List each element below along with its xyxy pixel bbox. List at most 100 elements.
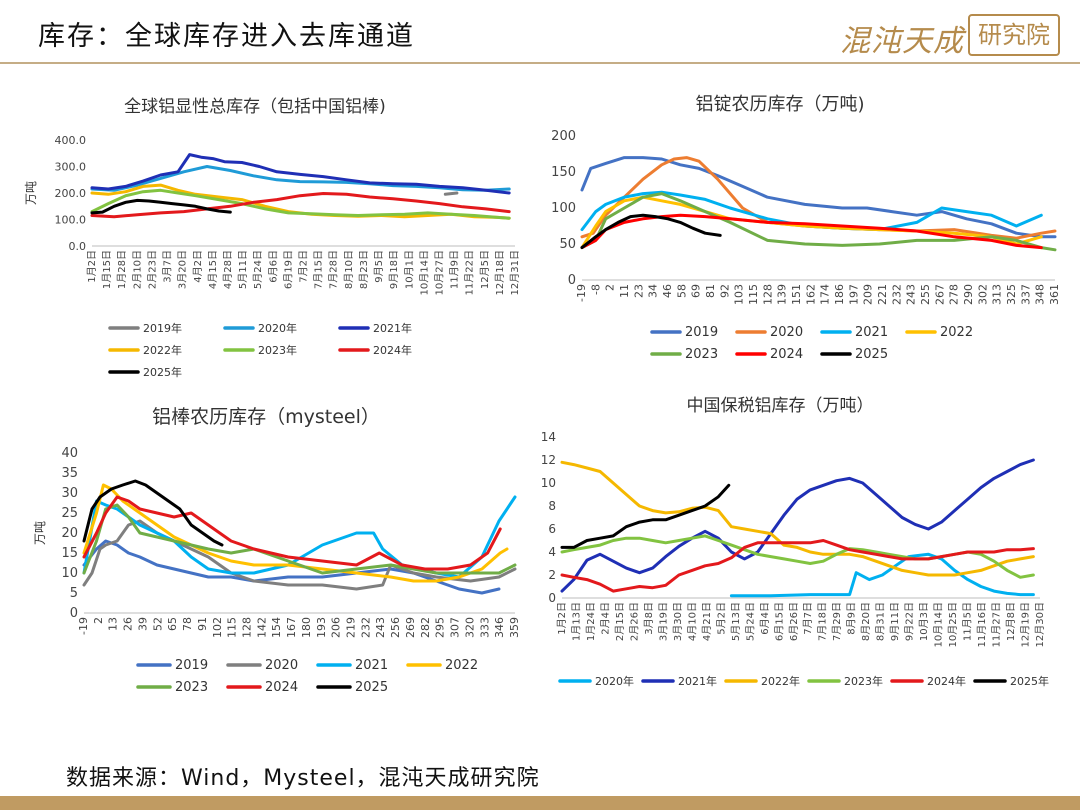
x-tick-label: 2 xyxy=(604,284,617,291)
x-tick-label: 255 xyxy=(919,284,932,305)
x-tick-label: 2月15日 xyxy=(614,602,626,641)
x-tick-label: 7月2日 xyxy=(298,250,310,283)
x-tick-label: 12月31日 xyxy=(509,250,521,295)
x-tick-label: 23 xyxy=(632,284,645,298)
y-tick-label: 4 xyxy=(548,545,556,559)
series-line-2024 xyxy=(560,539,1035,593)
x-tick-label: 78 xyxy=(181,617,194,631)
x-tick-label: 2月23日 xyxy=(146,250,158,289)
legend-label: 2019 xyxy=(175,658,208,673)
legend-label: 2020 xyxy=(770,325,803,340)
x-tick-label: 2月10日 xyxy=(131,250,143,289)
y-tick-label: 40 xyxy=(61,446,78,461)
series-line-2021 xyxy=(90,153,511,195)
x-tick-label: 256 xyxy=(389,617,402,638)
x-tick-label: 1月15日 xyxy=(101,250,113,289)
series-line-2025 xyxy=(580,213,722,250)
y-tick-label: 10 xyxy=(541,476,556,490)
x-tick-label: 58 xyxy=(675,284,688,298)
logo-wordmark: 混沌天成 xyxy=(840,24,964,59)
x-tick-label: 197 xyxy=(847,284,860,305)
legend-label: 2021 xyxy=(855,325,888,340)
x-tick-label: 167 xyxy=(285,617,298,638)
x-tick-label: 3月7日 xyxy=(162,250,174,283)
logo-seal-text: 研究院 xyxy=(978,21,1050,49)
x-tick-label: 348 xyxy=(1034,284,1047,305)
x-tick-label: -8 xyxy=(589,284,602,295)
x-tick-label: 361 xyxy=(1048,284,1061,305)
x-tick-label: 1月28日 xyxy=(116,250,128,289)
x-tick-label: 12月18日 xyxy=(494,250,506,295)
series-line-2025 xyxy=(82,479,224,547)
x-tick-label: 4月2日 xyxy=(192,250,204,283)
x-tick-label: 11月16日 xyxy=(976,602,988,647)
x-tick-label: 7月29日 xyxy=(831,602,843,641)
y-tick-label: 25 xyxy=(61,506,78,521)
series-line-2019 xyxy=(82,539,501,595)
x-tick-label: 162 xyxy=(804,284,817,305)
x-tick-label: 313 xyxy=(991,284,1004,305)
series-line-2024 xyxy=(82,495,502,571)
series-line-2023 xyxy=(580,192,1057,252)
x-tick-label: 142 xyxy=(255,617,268,638)
x-tick-label: 5月13日 xyxy=(730,602,742,641)
x-tick-label: 8月31日 xyxy=(875,602,887,641)
x-tick-label: 128 xyxy=(240,617,253,638)
legend-label: 2024 xyxy=(770,347,803,362)
y-tick-label: 8 xyxy=(548,499,556,513)
y-tick-label: 100.0 xyxy=(55,214,87,227)
x-tick-label: 10月14日 xyxy=(418,250,430,295)
chart-ingot-lunar-stock: 铝锭农历库存（万吨) 0 50 100 150 200 -19 -8 2 11 23 34 46 58 69… xyxy=(551,94,1061,362)
y-axis-label: 万吨 xyxy=(24,181,38,205)
x-tick-label: 69 xyxy=(690,284,703,298)
x-tick-label: 92 xyxy=(718,284,731,298)
x-tick-label: 209 xyxy=(862,284,875,305)
legend-label: 2021 xyxy=(355,658,388,673)
series-line-2020 xyxy=(580,156,1057,240)
chart-china-bonded-stock: 中国保税铝库存（万吨） 0 2 4 6 8 10 12 14 1月2日 1月13日 1月24日 2月4日… xyxy=(541,396,1049,688)
series-line-2024 xyxy=(580,213,1043,250)
y-tick-label: 0.0 xyxy=(69,240,87,253)
x-tick-label: 320 xyxy=(463,617,476,638)
legend-label: 2024 xyxy=(265,680,298,695)
x-tick-label: 10月27日 xyxy=(433,250,445,295)
x-tick-label: 5月2日 xyxy=(715,602,727,635)
x-tick-label: 151 xyxy=(790,284,803,305)
x-tick-label: 325 xyxy=(1005,284,1018,305)
x-tick-label: 8月23日 xyxy=(358,250,370,289)
x-tick-label: 290 xyxy=(962,284,975,305)
x-tick-label: 269 xyxy=(404,617,417,638)
legend-label: 2024年 xyxy=(373,343,412,357)
x-tick-label: 221 xyxy=(876,284,889,305)
x-tick-label: 13 xyxy=(107,617,120,631)
legend-label: 2020年 xyxy=(595,674,634,688)
x-tick-label: 3月30日 xyxy=(672,602,684,641)
header-divider xyxy=(0,62,1080,64)
x-tick-label: 12月8日 xyxy=(1005,602,1017,641)
x-tick-label: 128 xyxy=(761,284,774,305)
legend-label: 2025年 xyxy=(143,365,182,379)
x-tick-label: 180 xyxy=(300,617,313,638)
y-tick-label: 12 xyxy=(541,453,556,467)
series-line-2023 xyxy=(90,188,511,220)
series-line-2024 xyxy=(90,192,511,219)
x-tick-label: 7月15日 xyxy=(313,250,325,289)
x-tick-label: 359 xyxy=(508,617,521,638)
x-tick-label: 232 xyxy=(890,284,903,305)
series-line-2025 xyxy=(90,198,232,215)
x-tick-label: 346 xyxy=(493,617,506,638)
x-tick-label: 2月26日 xyxy=(628,602,640,641)
x-tick-label: 4月10日 xyxy=(686,602,698,641)
series-line-2020 xyxy=(729,552,1035,598)
x-tick-label: 9月22日 xyxy=(904,602,916,641)
x-tick-label: 6月15日 xyxy=(773,602,785,641)
x-tick-label: 7月28日 xyxy=(328,250,340,289)
x-tick-label: 7月7日 xyxy=(802,602,814,635)
company-logo: 混沌天成 研究院 xyxy=(840,12,1060,59)
legend-label: 2022年 xyxy=(143,343,182,357)
x-tick-label: 3月8日 xyxy=(643,602,655,635)
x-tick-label: 65 xyxy=(166,617,179,631)
x-tick-label: 154 xyxy=(270,617,283,638)
y-axis-label: 万吨 xyxy=(33,521,47,545)
legend-label: 2022年 xyxy=(761,674,800,688)
